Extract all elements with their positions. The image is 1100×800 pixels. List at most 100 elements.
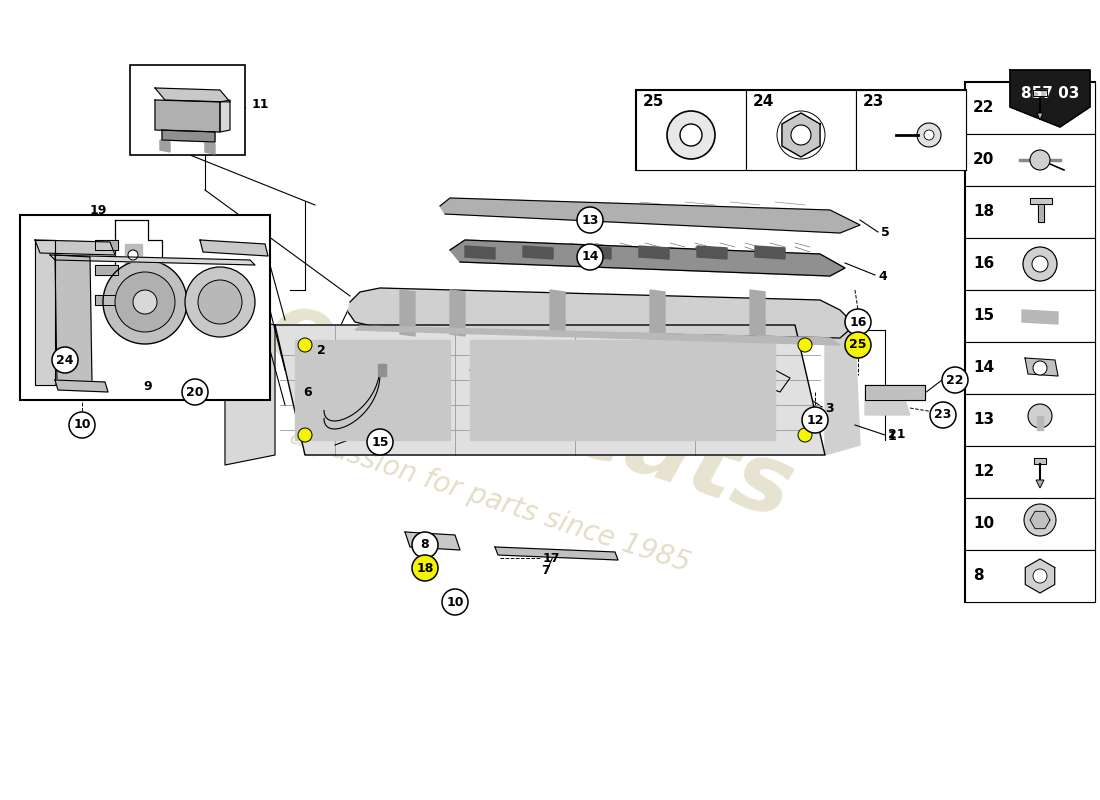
Text: 13: 13 (974, 413, 994, 427)
Polygon shape (160, 140, 170, 152)
Circle shape (680, 124, 702, 146)
Circle shape (198, 280, 242, 324)
Polygon shape (1025, 358, 1058, 376)
Circle shape (930, 402, 956, 428)
FancyBboxPatch shape (856, 90, 966, 170)
Polygon shape (1034, 458, 1046, 464)
Circle shape (52, 347, 78, 373)
Polygon shape (450, 290, 465, 336)
Polygon shape (495, 547, 618, 560)
Polygon shape (1037, 113, 1043, 120)
Circle shape (69, 412, 95, 438)
Circle shape (578, 207, 603, 233)
Circle shape (442, 589, 468, 615)
Text: 8: 8 (420, 538, 429, 551)
Text: 857 03: 857 03 (1021, 86, 1079, 102)
Circle shape (298, 428, 312, 442)
Circle shape (1032, 256, 1048, 272)
Polygon shape (470, 340, 776, 440)
Circle shape (298, 338, 312, 352)
Polygon shape (440, 198, 860, 233)
Text: 5: 5 (881, 226, 890, 239)
Circle shape (798, 338, 812, 352)
Text: 4: 4 (878, 270, 887, 282)
Circle shape (128, 250, 138, 260)
Circle shape (412, 555, 438, 581)
Text: 22: 22 (946, 374, 964, 386)
Text: 15: 15 (372, 435, 388, 449)
Circle shape (1030, 150, 1050, 170)
Text: 7: 7 (541, 563, 550, 577)
Text: 20: 20 (186, 386, 204, 398)
Polygon shape (400, 290, 415, 336)
Circle shape (1023, 247, 1057, 281)
Polygon shape (200, 240, 268, 256)
Circle shape (1028, 404, 1052, 428)
Polygon shape (125, 244, 142, 330)
FancyBboxPatch shape (636, 90, 746, 170)
Circle shape (103, 260, 187, 344)
Polygon shape (355, 326, 840, 345)
Text: 16: 16 (974, 257, 994, 271)
Text: 24: 24 (754, 94, 774, 110)
Polygon shape (50, 255, 255, 265)
Polygon shape (1025, 559, 1055, 593)
FancyBboxPatch shape (965, 186, 1094, 238)
Polygon shape (116, 220, 162, 330)
Polygon shape (750, 290, 764, 336)
Circle shape (924, 130, 934, 140)
Text: 2: 2 (317, 343, 326, 357)
Text: 22: 22 (974, 101, 994, 115)
Text: 23: 23 (934, 409, 952, 422)
Polygon shape (1030, 511, 1050, 529)
Circle shape (116, 272, 175, 332)
Text: 13: 13 (581, 214, 598, 226)
Polygon shape (155, 88, 230, 102)
Circle shape (128, 300, 138, 310)
FancyBboxPatch shape (20, 215, 270, 400)
Polygon shape (95, 240, 118, 250)
Circle shape (942, 367, 968, 393)
Circle shape (367, 429, 393, 455)
Text: 23: 23 (864, 94, 884, 110)
Polygon shape (324, 366, 385, 429)
Polygon shape (95, 265, 118, 275)
Polygon shape (155, 100, 220, 132)
Text: 9: 9 (143, 379, 152, 393)
Circle shape (1033, 569, 1047, 583)
Text: 8: 8 (974, 569, 983, 583)
Text: 21: 21 (888, 429, 905, 442)
Circle shape (1033, 361, 1047, 375)
Polygon shape (1037, 416, 1043, 430)
Circle shape (128, 275, 138, 285)
Text: 18: 18 (974, 205, 994, 219)
Text: 19: 19 (90, 203, 108, 217)
Text: 16: 16 (849, 315, 867, 329)
Polygon shape (1030, 198, 1052, 204)
Polygon shape (639, 246, 669, 259)
Polygon shape (348, 288, 855, 338)
Circle shape (917, 123, 940, 147)
Polygon shape (295, 340, 450, 440)
Circle shape (845, 332, 871, 358)
Polygon shape (522, 246, 553, 259)
FancyBboxPatch shape (965, 238, 1094, 290)
Polygon shape (581, 246, 611, 259)
Polygon shape (1033, 90, 1047, 96)
Circle shape (798, 428, 812, 442)
Text: 10: 10 (974, 517, 994, 531)
Circle shape (667, 111, 715, 159)
Polygon shape (825, 325, 860, 455)
Polygon shape (540, 352, 725, 372)
Text: 20: 20 (974, 153, 994, 167)
FancyBboxPatch shape (965, 82, 1094, 134)
Polygon shape (755, 246, 785, 259)
Text: 14: 14 (581, 250, 598, 263)
Circle shape (185, 267, 255, 337)
Text: 10: 10 (74, 418, 90, 431)
Text: 15: 15 (974, 309, 994, 323)
Polygon shape (1036, 480, 1044, 488)
FancyBboxPatch shape (965, 550, 1094, 602)
Text: 14: 14 (974, 361, 994, 375)
Text: 25: 25 (849, 338, 867, 351)
